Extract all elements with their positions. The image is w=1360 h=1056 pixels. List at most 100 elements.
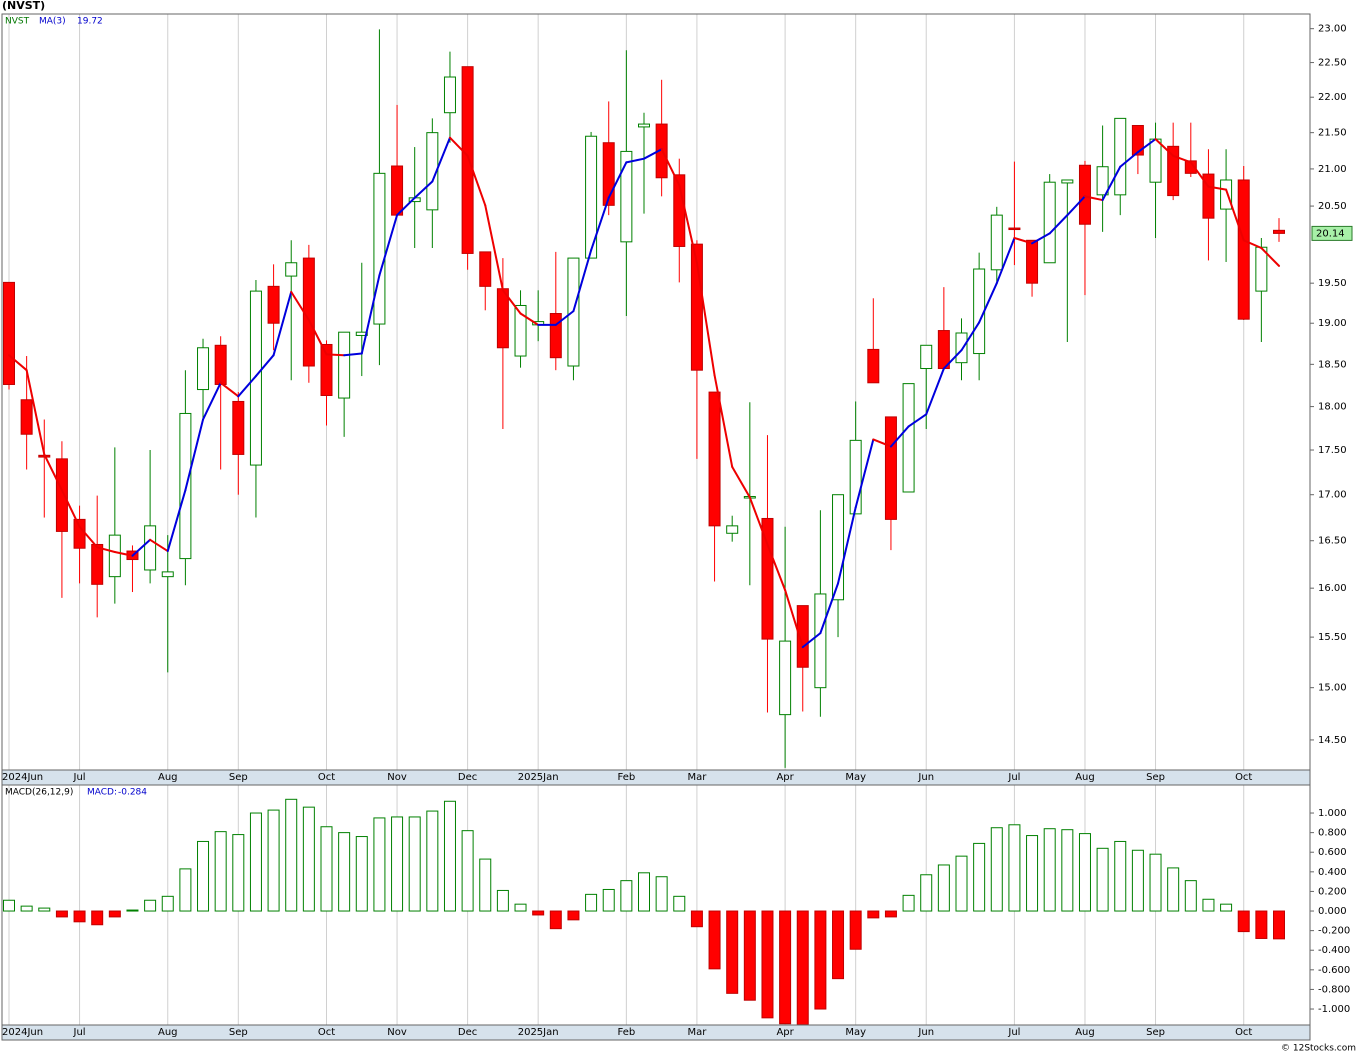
- x-tick-label: Nov: [387, 772, 407, 783]
- ma-segment: [254, 354, 275, 378]
- macd-bar: [937, 864, 950, 912]
- macd-bar: [655, 876, 668, 912]
- candle-body: [585, 135, 598, 259]
- ma-segment: [1048, 214, 1069, 235]
- macd-bar: [179, 868, 192, 912]
- ma-segment: [413, 180, 434, 199]
- y-tick-label: 0.800: [1318, 828, 1347, 839]
- ma-segment: [1083, 195, 1104, 202]
- macd-bar: [302, 806, 315, 912]
- candle-body: [249, 290, 262, 466]
- candle-body: [1131, 124, 1144, 156]
- x-tick-label: Apr: [776, 1027, 794, 1038]
- candle-body: [849, 439, 862, 515]
- ma-segment: [448, 136, 469, 157]
- y-tick-label: 16.00: [1318, 583, 1347, 594]
- candle-body: [796, 605, 809, 668]
- macd-bar: [708, 910, 721, 970]
- ma-segment: [96, 546, 116, 553]
- candle-body: [1220, 179, 1233, 210]
- candle-body: [91, 543, 104, 585]
- ma-segment: [625, 157, 645, 164]
- macd-bar: [779, 910, 792, 1025]
- candle-body: [638, 123, 650, 128]
- footer: © 12Stocks.com: [1281, 1044, 1356, 1054]
- ma-segment: [960, 321, 981, 352]
- macd-bar: [461, 830, 474, 912]
- last-price-label: 20.14: [1316, 228, 1345, 239]
- macd-bar: [55, 910, 68, 918]
- ma-segment: [131, 538, 152, 557]
- ma-segment: [695, 261, 716, 377]
- macd-bar: [1026, 835, 1039, 912]
- macd-bar: [1131, 849, 1144, 912]
- ma-segment: [25, 369, 46, 456]
- plot-area: [3, 798, 1285, 1025]
- x-tick-label: May: [845, 1027, 866, 1038]
- ma-segment: [1154, 138, 1175, 157]
- x-tick-label: Feb: [618, 1027, 636, 1038]
- x-tick-label: Sep: [229, 1027, 248, 1038]
- candle-body: [267, 285, 280, 324]
- macd-bar: [443, 800, 456, 912]
- candle-body: [937, 330, 950, 370]
- macd-bar: [884, 910, 897, 918]
- plot-area: [3, 29, 1285, 768]
- ma-segment: [290, 290, 310, 321]
- ma-segment: [360, 274, 381, 355]
- candle-body: [1008, 227, 1021, 231]
- ma-segment: [854, 438, 875, 509]
- ma-segment: [307, 318, 328, 356]
- macd-bar: [1149, 853, 1162, 912]
- ma-segment: [678, 184, 698, 264]
- x-tick-label: Mar: [687, 772, 707, 783]
- ma-segment: [643, 148, 663, 160]
- ma-segment: [995, 236, 1016, 285]
- ma-segment: [837, 506, 857, 585]
- ma-segment: [272, 290, 293, 357]
- candle-body: [320, 343, 333, 396]
- macd-bar: [532, 910, 545, 916]
- y-tick-label: 18.00: [1318, 402, 1347, 413]
- candle-body: [285, 262, 298, 277]
- macd-bar: [267, 809, 280, 912]
- macd-bar: [496, 889, 509, 912]
- x-tick-label: Jun: [917, 772, 934, 783]
- macd-bar: [673, 895, 686, 912]
- macd-name: MACD(26,12,9): [5, 788, 73, 798]
- ma-segment: [166, 489, 187, 553]
- x-tick-label: May: [845, 772, 866, 783]
- candle-body: [3, 281, 15, 385]
- macd-bar: [849, 910, 862, 950]
- ma-segment: [1013, 236, 1034, 245]
- x-tick-label: Jul: [73, 1027, 86, 1038]
- candle-body: [55, 458, 68, 532]
- macd-bar: [1043, 828, 1056, 912]
- candle-body: [920, 344, 933, 370]
- candle-body: [1255, 246, 1268, 292]
- last-price-box: [1311, 225, 1353, 241]
- macd-bar: [1237, 910, 1250, 933]
- x-tick-label: Nov: [387, 1027, 407, 1038]
- y-tick-label: 16.50: [1318, 536, 1347, 547]
- candle-body: [1114, 117, 1127, 196]
- candle-body: [761, 517, 774, 640]
- x-tick-label: Jun: [917, 1027, 934, 1038]
- macd-bar: [38, 907, 51, 912]
- ma-segment: [8, 354, 28, 372]
- ma-segment: [978, 282, 998, 324]
- ma-segment: [660, 148, 681, 187]
- macd-bar: [20, 905, 33, 912]
- ma-segment: [113, 550, 134, 557]
- macd-bar: [320, 826, 333, 912]
- x-tick-label: Dec: [458, 1027, 477, 1038]
- ma-segment: [1119, 151, 1139, 168]
- candle-body: [20, 399, 33, 435]
- candle-body: [179, 412, 192, 560]
- macd-bar: [1061, 829, 1074, 912]
- ma-segment: [784, 589, 804, 649]
- ma-segment: [766, 543, 787, 592]
- macd-bar: [197, 840, 210, 912]
- ma-segment: [466, 154, 487, 207]
